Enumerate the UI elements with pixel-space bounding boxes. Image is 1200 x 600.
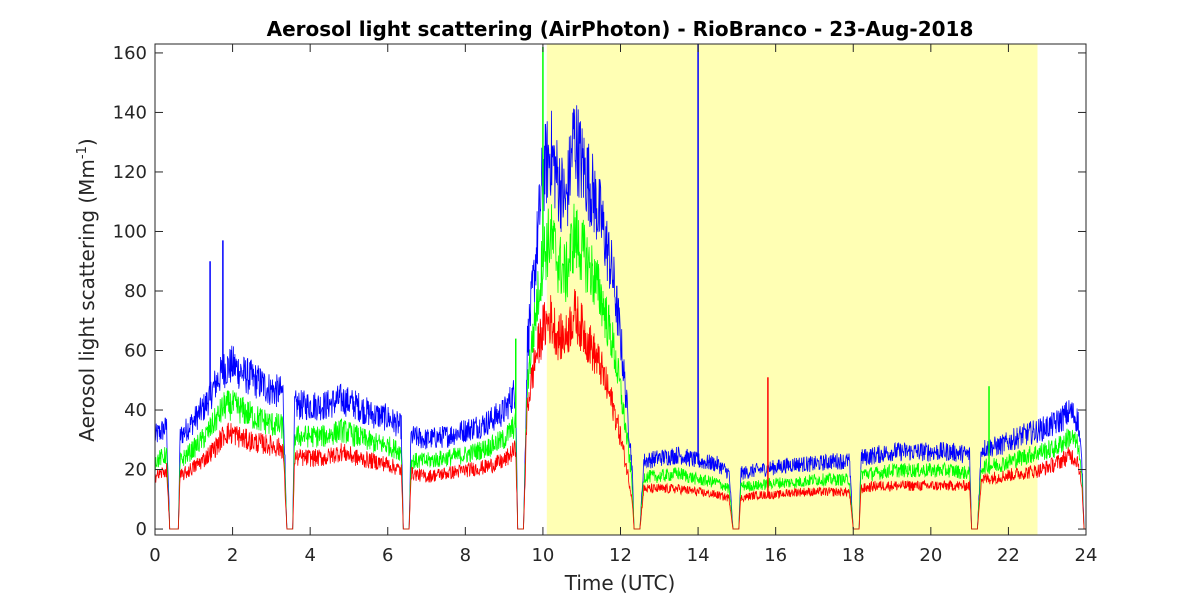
x-tick-label: 16: [764, 545, 787, 566]
y-tick-label: 100: [113, 221, 147, 242]
y-tick-label: 40: [124, 400, 147, 421]
y-axis-label: Aerosol light scattering (Mm-1): [75, 138, 99, 441]
series-line-3: [154, 289, 1086, 530]
x-tick-label: 0: [149, 545, 160, 566]
x-tick-label: 20: [919, 545, 942, 566]
y-tick-label: 160: [113, 43, 147, 64]
x-axis: 0 2 4 6 8 10 12 14 16 18 20 22 24: [149, 44, 1097, 566]
series-line-2: [154, 203, 1086, 530]
x-tick-label: 18: [842, 545, 865, 566]
x-tick-label: 6: [382, 545, 393, 566]
daylight-shading: [546, 44, 1038, 535]
spike-layer: [209, 44, 990, 497]
y-axis-label-main: Aerosol light scattering (Mm: [75, 159, 99, 442]
series-line-1: [154, 105, 1086, 530]
x-tick-label: 2: [227, 545, 238, 566]
y-tick-label: 120: [113, 162, 147, 183]
x-axis-label: Time (UTC): [564, 571, 676, 595]
y-axis-label-sup: -1: [75, 146, 90, 159]
chart-title: Aerosol light scattering (AirPhoton) - R…: [267, 17, 974, 41]
y-tick-label: 60: [124, 341, 147, 362]
y-tick-label: 140: [113, 102, 147, 123]
y-axis: 0 20 40 60 80 100 120 140 160: [113, 43, 1086, 540]
y-tick-label: 80: [124, 281, 147, 302]
x-tick-label: 14: [687, 545, 710, 566]
y-tick-label: 0: [136, 519, 147, 540]
x-tick-label: 12: [609, 545, 632, 566]
x-tick-label: 8: [460, 545, 471, 566]
x-tick-label: 24: [1075, 545, 1098, 566]
series-layer: [154, 105, 1086, 530]
y-tick-label: 20: [124, 460, 147, 481]
y-axis-label-close: ): [75, 138, 99, 146]
x-tick-label: 10: [531, 545, 554, 566]
x-tick-label: 22: [997, 545, 1020, 566]
x-tick-label: 4: [304, 545, 315, 566]
